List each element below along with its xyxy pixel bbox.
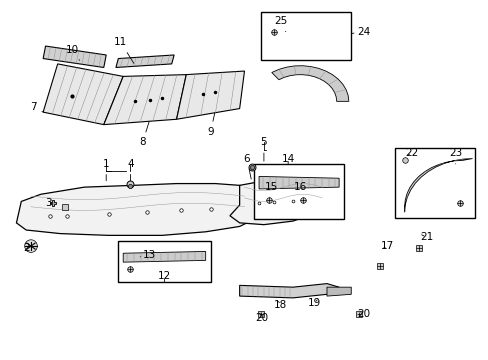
Bar	[254, 164, 343, 219]
Polygon shape	[176, 71, 244, 119]
Text: 18: 18	[274, 300, 287, 310]
Polygon shape	[43, 46, 106, 67]
Text: 15: 15	[264, 182, 277, 192]
Polygon shape	[259, 176, 338, 189]
Polygon shape	[17, 184, 254, 235]
Text: 1: 1	[102, 159, 109, 181]
Text: 8: 8	[139, 122, 149, 148]
Text: 12: 12	[158, 271, 171, 282]
Bar	[261, 12, 350, 60]
Text: 21: 21	[419, 232, 432, 242]
Text: 20: 20	[356, 309, 369, 319]
Polygon shape	[326, 287, 350, 296]
Text: 17: 17	[380, 241, 393, 251]
Text: 13: 13	[140, 250, 156, 260]
Text: 4: 4	[127, 159, 134, 181]
Text: 7: 7	[30, 102, 43, 112]
Text: 24: 24	[350, 27, 369, 37]
Text: 23: 23	[448, 148, 461, 164]
Polygon shape	[271, 66, 348, 102]
Text: 16: 16	[293, 182, 306, 192]
Text: 14: 14	[281, 154, 294, 164]
Circle shape	[24, 240, 37, 252]
Polygon shape	[116, 55, 174, 67]
Text: 20: 20	[254, 312, 267, 323]
Text: 5: 5	[260, 138, 266, 161]
Text: 6: 6	[243, 154, 251, 179]
Text: 11: 11	[114, 37, 134, 63]
Polygon shape	[43, 64, 123, 125]
Text: 25: 25	[274, 16, 287, 32]
Polygon shape	[123, 251, 205, 262]
Text: 9: 9	[207, 113, 214, 137]
Text: 3: 3	[44, 198, 53, 208]
Text: 22: 22	[405, 148, 418, 158]
Polygon shape	[103, 75, 186, 125]
Polygon shape	[229, 176, 326, 225]
Bar	[118, 241, 210, 282]
Polygon shape	[239, 284, 338, 298]
Text: 19: 19	[307, 298, 321, 308]
Text: 2: 2	[23, 243, 31, 253]
Text: 10: 10	[65, 45, 80, 60]
Bar	[394, 148, 474, 217]
Polygon shape	[404, 158, 471, 212]
